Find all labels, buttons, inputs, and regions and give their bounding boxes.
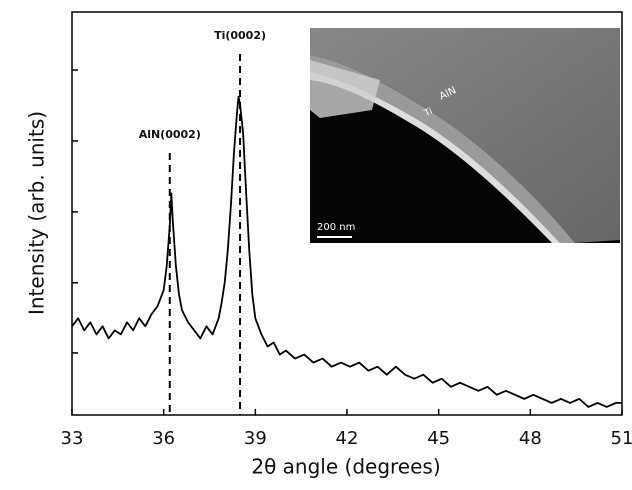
substrate-edge bbox=[310, 60, 380, 118]
peak-label: AlN(0002) bbox=[139, 128, 201, 141]
data-line bbox=[71, 95, 622, 408]
x-axis-label: 2θ angle (degrees) bbox=[251, 455, 440, 479]
x-tick-label: 45 bbox=[427, 428, 450, 449]
x-tick-label: 36 bbox=[152, 428, 175, 449]
x-tick-label: 51 bbox=[611, 428, 632, 449]
x-tick-label: 48 bbox=[519, 428, 542, 449]
sem-inset: AlN Ti 200 nm bbox=[310, 28, 620, 243]
film-surface bbox=[310, 28, 620, 243]
x-tick-label: 39 bbox=[244, 428, 267, 449]
y-axis-label: Intensity (arb. units) bbox=[25, 111, 49, 315]
scale-bar-label: 200 nm bbox=[317, 222, 355, 233]
x-tick-label: 42 bbox=[336, 428, 359, 449]
peak-label: Ti(0002) bbox=[214, 29, 266, 42]
x-tick-label: 33 bbox=[61, 428, 84, 449]
inset-label: Ti bbox=[422, 107, 434, 120]
